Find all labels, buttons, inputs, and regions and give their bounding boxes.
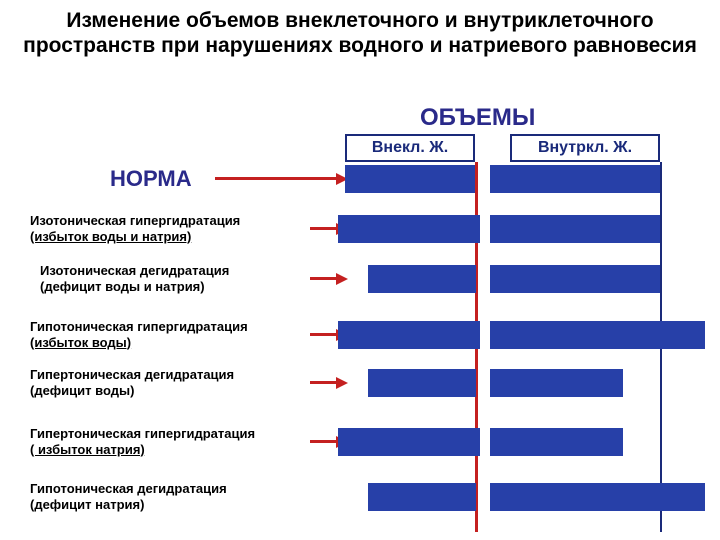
volumes-heading: ОБЪЕМЫ — [420, 104, 535, 132]
row-label: Гипотоническая дегидратация(дефицит натр… — [30, 481, 310, 512]
row-label-line1: Изотоническая дегидратация — [40, 263, 320, 279]
column-header-extracellular: Внекл. Ж. — [345, 134, 475, 162]
bar-extracellular — [338, 428, 480, 456]
row-label: Гипертоническая гипергидратация( избыток… — [30, 426, 310, 457]
column-header-intracellular: Внутркл. Ж. — [510, 134, 660, 162]
norma-label: НОРМА — [110, 166, 192, 192]
bar-intracellular — [490, 265, 660, 293]
bar-extracellular — [368, 483, 476, 511]
row-label: Гипотоническая гипергидратация(избыток в… — [30, 319, 310, 350]
row-label-line2: ( избыток натрия) — [30, 442, 310, 458]
row-label-line1: Гипертоническая гипергидратация — [30, 426, 310, 442]
row-label-line2: (дефицит воды) — [30, 383, 310, 399]
row-label-line2: (дефицит воды и натрия) — [40, 279, 320, 295]
row-label-line2: (избыток воды) — [30, 335, 310, 351]
bar-extracellular — [368, 265, 476, 293]
bar-extracellular — [338, 215, 480, 243]
row-label-line1: Гипертоническая дегидратация — [30, 367, 310, 383]
row-label: Изотоническая дегидратация(дефицит воды … — [40, 263, 320, 294]
bar-extracellular — [345, 165, 475, 193]
bar-intracellular — [490, 483, 705, 511]
row-label-line1: Гипотоническая дегидратация — [30, 481, 310, 497]
row-label-line2: (избыток воды и натрия) — [30, 229, 310, 245]
row-label: Гипертоническая дегидратация(дефицит вод… — [30, 367, 310, 398]
bar-extracellular — [338, 321, 480, 349]
row-label-line2: (дефицит натрия) — [30, 497, 310, 513]
bar-intracellular — [490, 369, 623, 397]
row-label-line1: Гипотоническая гипергидратация — [30, 319, 310, 335]
bar-extracellular — [368, 369, 476, 397]
row-label-line1: Изотоническая гипергидратация — [30, 213, 310, 229]
bar-intracellular — [490, 428, 623, 456]
bar-intracellular — [490, 165, 660, 193]
row-label: Изотоническая гипергидратация(избыток во… — [30, 213, 310, 244]
slide-title: Изменение объемов внеклеточного и внутри… — [0, 0, 720, 62]
bar-intracellular — [490, 321, 705, 349]
bar-intracellular — [490, 215, 660, 243]
